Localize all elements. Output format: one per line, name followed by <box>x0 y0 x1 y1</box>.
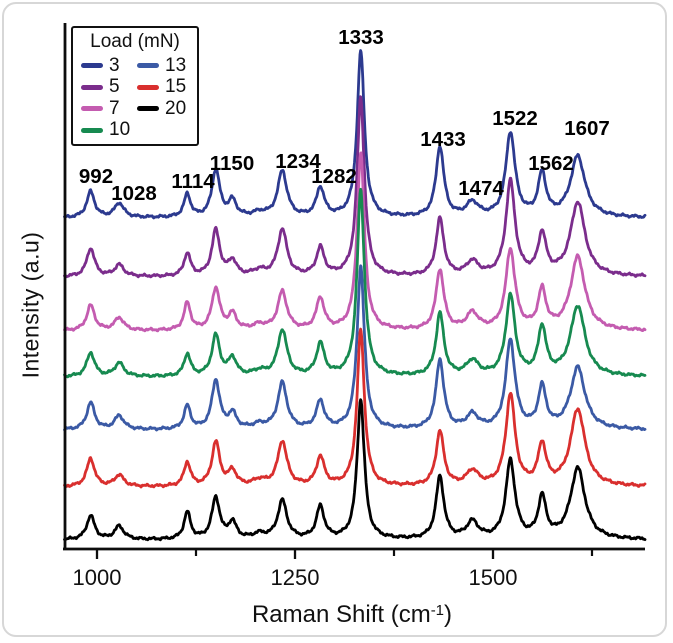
peak-label-1234: 1234 <box>275 150 321 173</box>
legend: Load (mN) 3 5 7 10 13 15 20 <box>71 26 199 146</box>
legend-column: 3 5 7 10 <box>81 55 137 141</box>
peak-label-1522: 1522 <box>492 107 538 130</box>
series-line-15mN <box>63 327 647 489</box>
legend-swatch <box>81 106 103 112</box>
legend-item-label: 7 <box>109 97 120 119</box>
legend-item-3mN: 3 <box>81 55 137 77</box>
legend-item-label: 3 <box>109 54 120 76</box>
legend-items: 3 5 7 10 13 15 20 <box>73 55 197 141</box>
legend-item-5mN: 5 <box>81 76 137 99</box>
peak-label-1333: 1333 <box>338 26 384 49</box>
x-tick-label-1500: 1500 <box>469 565 518 590</box>
series-line-10mN <box>63 187 647 379</box>
x-axis-title-text: Raman Shift (cm <box>251 601 431 628</box>
legend-item-20mN: 20 <box>137 98 186 120</box>
legend-swatch <box>137 63 159 69</box>
legend-item-label: 10 <box>109 119 131 141</box>
peak-label-992: 992 <box>79 165 113 188</box>
x-axis-title: Raman Shift (cm-1) <box>252 601 452 629</box>
peak-label-1150: 1150 <box>210 152 254 175</box>
y-axis-title: Intensity (a.u) <box>17 231 44 379</box>
legend-item-label: 5 <box>109 76 120 98</box>
peak-label-1282: 1282 <box>311 165 357 188</box>
legend-item-label: 20 <box>165 97 187 119</box>
legend-swatch <box>81 63 103 69</box>
legend-swatch <box>137 106 159 112</box>
x-axis-title-close: ) <box>444 601 453 628</box>
legend-item-7mN: 7 <box>81 98 137 120</box>
peak-label-1028: 1028 <box>111 182 157 205</box>
axes-lines <box>63 23 645 551</box>
legend-item-13mN: 13 <box>137 55 186 77</box>
legend-swatch <box>137 84 159 90</box>
legend-swatch <box>81 84 103 90</box>
series-line-20mN <box>63 398 647 542</box>
legend-item-label: 15 <box>165 76 187 98</box>
legend-title: Load (mN) <box>90 31 180 52</box>
legend-swatch <box>81 127 103 133</box>
series-line-5mN <box>63 95 647 279</box>
x-tick-label-1250: 1250 <box>271 565 320 590</box>
legend-column: 13 15 20 <box>137 55 186 141</box>
series-line-7mN <box>63 151 647 333</box>
legend-item-10mN: 10 <box>81 119 137 142</box>
peak-label-1607: 1607 <box>564 117 610 140</box>
legend-item-label: 13 <box>165 54 187 76</box>
peak-label-1114: 1114 <box>171 170 215 193</box>
x-tick-label-1000: 1000 <box>73 565 122 590</box>
peak-label-1433: 1433 <box>420 128 466 151</box>
series-line-13mN <box>63 264 647 432</box>
peak-label-1562: 1562 <box>528 152 574 175</box>
peak-label-1474: 1474 <box>458 177 504 200</box>
series-line-3mN <box>63 49 647 220</box>
x-axis-title-superscript: -1 <box>430 602 445 619</box>
legend-item-15mN: 15 <box>137 76 187 99</box>
